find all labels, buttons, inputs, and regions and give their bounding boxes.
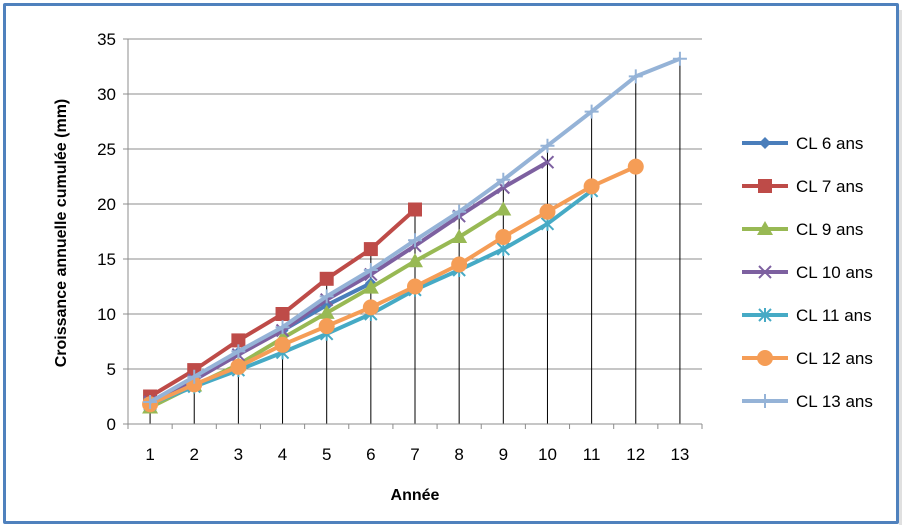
- data-point: [231, 344, 246, 359]
- y-tick-label: 20: [97, 195, 116, 214]
- y-tick-label: 10: [97, 305, 116, 324]
- data-point: [187, 369, 202, 384]
- data-point: [758, 394, 772, 408]
- x-tick-label: 8: [454, 445, 463, 464]
- data-point: [495, 229, 512, 245]
- data-point: [451, 229, 468, 243]
- data-point: [319, 271, 334, 286]
- x-tick-label: 4: [278, 445, 287, 464]
- data-point: [451, 256, 468, 273]
- legend-label: CL 12 ans: [796, 349, 873, 368]
- axes: [123, 38, 703, 429]
- data-point: [275, 307, 290, 321]
- legend-item: CL 11 ans: [742, 306, 872, 325]
- legend-label: CL 10 ans: [796, 263, 873, 282]
- data-point: [495, 201, 512, 216]
- series-line: [149, 160, 549, 404]
- x-tick-label: 11: [583, 445, 601, 464]
- data-point: [362, 279, 379, 294]
- data-point: [583, 178, 600, 195]
- legend-label: CL 13 ans: [796, 392, 873, 411]
- data-point: [539, 203, 556, 220]
- series-7: [143, 51, 687, 409]
- x-tick-label: 9: [499, 445, 508, 464]
- y-tick-label: 15: [97, 250, 116, 269]
- x-tick-label: 3: [234, 445, 243, 464]
- data-point: [231, 333, 246, 348]
- legend-label: CL 6 ans: [796, 134, 863, 153]
- data-point: [407, 253, 423, 268]
- data-point: [628, 69, 643, 84]
- data-point: [584, 104, 599, 119]
- data-point: [408, 233, 422, 248]
- data-point: [318, 304, 335, 319]
- x-tick-label: 6: [366, 445, 375, 464]
- data-point: [757, 221, 773, 235]
- data-point: [672, 51, 687, 66]
- y-axis-title: Croissance annuelle cumulée (mm): [53, 99, 70, 368]
- y-tick-label: 30: [97, 85, 116, 104]
- data-point: [540, 138, 555, 153]
- data-point: [407, 278, 423, 295]
- y-tick-label: 35: [97, 30, 116, 49]
- y-tick-labels: 0 5 10 15 20 25 30 35: [97, 30, 116, 434]
- legend: CL 6 ans CL 7 ans CL 9 ans CL 10 ans CL 11 a…: [742, 134, 873, 411]
- data-point: [496, 172, 511, 187]
- x-tick-label: 5: [322, 445, 331, 464]
- data-point: [757, 350, 773, 366]
- legend-item: CL 10 ans: [742, 263, 873, 282]
- data-point: [759, 137, 771, 149]
- x-tick-label: 12: [626, 445, 645, 464]
- legend-item: CL 12 ans: [742, 349, 873, 368]
- y-tick-label: 0: [107, 415, 116, 434]
- legend-item: CL 13 ans: [742, 392, 873, 411]
- data-point: [758, 179, 772, 193]
- data-point: [452, 204, 467, 219]
- data-point: [408, 202, 422, 217]
- data-point: [319, 289, 334, 304]
- legend-label: CL 11 ans: [796, 306, 872, 325]
- x-tick-label: 10: [538, 445, 557, 464]
- data-point: [627, 158, 644, 175]
- x-tick-label: 1: [145, 445, 154, 464]
- y-tick-label: 5: [107, 360, 116, 379]
- data-point: [275, 320, 290, 335]
- x-tick-labels: 1 2 3 4 5 6 7 8 9 10 11 12 13: [145, 445, 689, 464]
- data-point: [143, 395, 158, 409]
- series-group: [142, 51, 687, 414]
- legend-item: CL 7 ans: [742, 177, 863, 196]
- data-point: [363, 263, 378, 277]
- data-point: [758, 265, 772, 279]
- data-point: [758, 308, 772, 322]
- x-tick-label: 13: [670, 445, 689, 464]
- data-point: [540, 155, 555, 169]
- x-tick-label: 7: [410, 445, 419, 464]
- data-point: [230, 358, 247, 375]
- legend-label: CL 7 ans: [796, 177, 863, 196]
- chart-frame: [3, 3, 902, 525]
- y-tick-label: 25: [97, 140, 116, 159]
- data-point: [362, 299, 379, 316]
- legend-item: CL 9 ans: [742, 220, 863, 239]
- data-point: [318, 318, 335, 335]
- legend-label: CL 9 ans: [796, 220, 863, 239]
- legend-item: CL 6 ans: [742, 134, 863, 153]
- x-axis-title: Année: [391, 487, 440, 504]
- series-6: [142, 158, 644, 413]
- x-tick-label: 2: [189, 445, 198, 464]
- data-point: [363, 242, 378, 257]
- data-point: [274, 336, 291, 353]
